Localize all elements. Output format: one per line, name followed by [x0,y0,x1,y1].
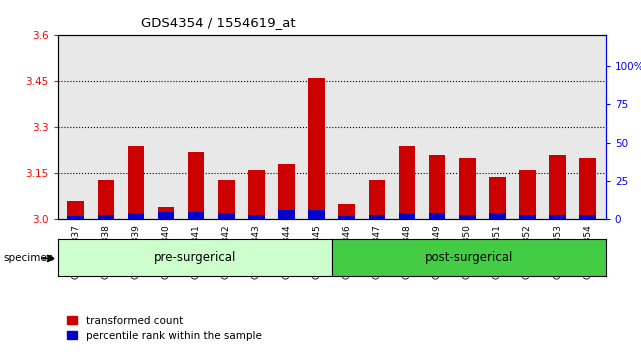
Bar [248,215,265,219]
Bar [519,170,536,219]
Bar [579,215,596,219]
Bar [459,215,476,219]
Bar [248,170,265,219]
Bar [278,164,295,219]
Bar [188,152,204,219]
Bar [429,155,445,219]
Text: specimen: specimen [3,253,54,263]
Bar [399,146,415,219]
Bar [338,204,355,219]
Bar [67,201,84,219]
Bar [97,215,114,219]
Legend: transformed count, percentile rank within the sample: transformed count, percentile rank withi… [63,312,266,345]
Bar [158,207,174,219]
Bar [67,216,84,219]
Bar [459,158,476,219]
Bar [519,215,536,219]
Text: pre-surgerical: pre-surgerical [153,251,236,264]
Bar [97,179,114,219]
Bar [278,210,295,219]
Bar [128,213,144,219]
Bar [308,210,325,219]
Bar [369,215,385,219]
Bar [128,146,144,219]
Bar [308,78,325,219]
Text: post-surgerical: post-surgerical [424,251,513,264]
Bar [218,213,235,219]
Bar [549,215,566,219]
Bar [338,216,355,219]
Bar [489,177,506,219]
Bar [369,179,385,219]
Bar [188,212,204,219]
Bar [218,179,235,219]
Bar [429,213,445,219]
Bar [158,212,174,219]
Bar [579,158,596,219]
Bar [489,213,506,219]
Bar [549,155,566,219]
Bar [399,213,415,219]
Text: GDS4354 / 1554619_at: GDS4354 / 1554619_at [141,16,296,29]
